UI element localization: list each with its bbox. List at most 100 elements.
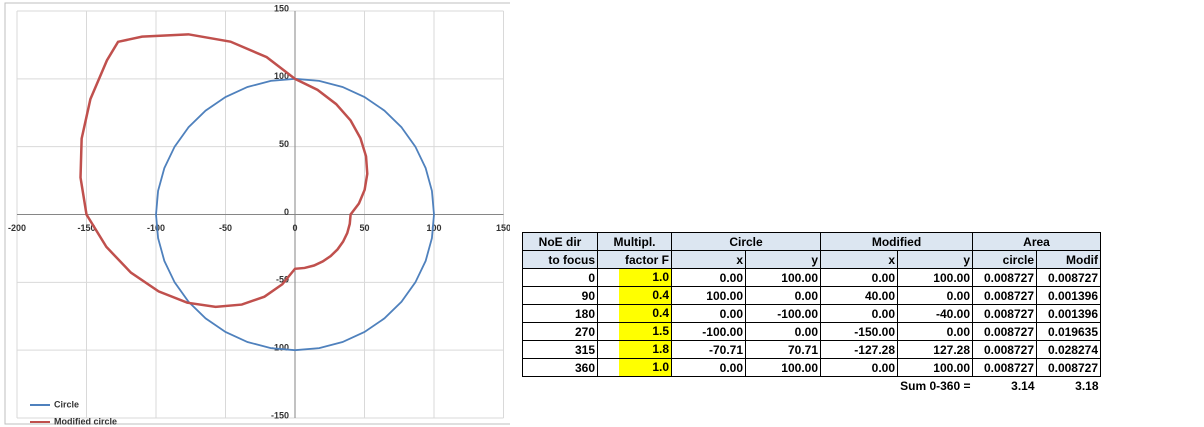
header-cell: factor F bbox=[597, 250, 672, 269]
factor-value: 1.0 bbox=[619, 359, 671, 376]
series-line bbox=[79, 33, 369, 309]
header-cell: y bbox=[897, 250, 973, 269]
header-cell: to focus bbox=[522, 250, 598, 269]
x-tick-label: 50 bbox=[359, 223, 369, 233]
table-cell: 100.00 bbox=[745, 268, 821, 287]
sum-label: Sum 0-360 = bbox=[900, 378, 971, 393]
table-cell: 0.008727 bbox=[972, 340, 1037, 359]
chart: -200 -150 -100 -50 0 50 100 150 -150 -100 -50 0 50 10… bbox=[4, 2, 510, 426]
table-cell: 0.00 bbox=[897, 286, 973, 305]
header-cell: x bbox=[671, 250, 746, 269]
table-cell: 100.00 bbox=[897, 268, 973, 287]
series-line bbox=[155, 77, 435, 352]
y-tick-label: 100 bbox=[274, 71, 289, 81]
table-cell: 0.001396 bbox=[1036, 286, 1101, 305]
sum-row: Sum 0-360 = 3.14 3.18 bbox=[523, 377, 1101, 395]
table-cell: 0.019635 bbox=[1036, 322, 1101, 341]
table-cell: 0.00 bbox=[820, 304, 898, 323]
table-cell: 100.00 bbox=[745, 358, 821, 377]
table-cell: 0.00 bbox=[671, 304, 746, 323]
y-tick-label: 150 bbox=[274, 3, 289, 13]
factor-value: 0.4 bbox=[619, 305, 671, 322]
table-cell: 0.008727 bbox=[972, 268, 1037, 287]
table-row: 180 0.4 0.00 -100.00 0.00 -40.00 0.008727 0.001… bbox=[522, 304, 1101, 323]
x-tick-label: -200 bbox=[8, 223, 26, 233]
table-cell: -100.00 bbox=[745, 304, 821, 323]
table-cell: 100.00 bbox=[897, 358, 973, 377]
x-tick-label: -100 bbox=[147, 223, 165, 233]
table-cell: 0.00 bbox=[897, 322, 973, 341]
table-cell: 100.00 bbox=[671, 286, 746, 305]
x-tick-label: -50 bbox=[219, 223, 232, 233]
table-row: 315 1.8 -70.71 70.71 -127.28 127.28 0.008727 0.… bbox=[522, 340, 1101, 359]
header-cell: Multipl. bbox=[597, 232, 672, 251]
data-table: NoE dir Multipl. Circle Modified Area to… bbox=[522, 232, 1101, 394]
table-cell: -100.00 bbox=[671, 322, 746, 341]
table-cell: 360 bbox=[522, 358, 598, 377]
y-tick-label: 0 bbox=[284, 207, 289, 217]
table-cell: 0 bbox=[522, 268, 598, 287]
factor-cell: 1.0 bbox=[597, 268, 672, 287]
table-cell: 0.00 bbox=[820, 358, 898, 377]
table-cell: 40.00 bbox=[820, 286, 898, 305]
header-row: to focus factor F x y x y circle Modif bbox=[522, 250, 1101, 269]
x-tick-label: 0 bbox=[292, 223, 297, 233]
header-cell: x bbox=[820, 250, 898, 269]
header-cell: Modif bbox=[1036, 250, 1101, 269]
y-tick-label: 50 bbox=[279, 139, 289, 149]
header-cell: y bbox=[745, 250, 821, 269]
header-cell: Area bbox=[972, 232, 1101, 251]
x-tick-label: -150 bbox=[77, 223, 95, 233]
factor-value: 1.8 bbox=[619, 341, 671, 358]
table-cell: 0.028274 bbox=[1036, 340, 1101, 359]
table-cell: 315 bbox=[522, 340, 598, 359]
table-cell: -40.00 bbox=[897, 304, 973, 323]
table-cell: 0.00 bbox=[820, 268, 898, 287]
table-cell: 0.00 bbox=[671, 358, 746, 377]
y-tick-label: -100 bbox=[271, 343, 289, 353]
table-row: 270 1.5 -100.00 0.00 -150.00 0.00 0.008727 0.01… bbox=[522, 322, 1101, 341]
header-cell: circle bbox=[972, 250, 1037, 269]
sum-value: 3.18 bbox=[1075, 378, 1099, 393]
y-tick-label: -50 bbox=[276, 275, 289, 285]
table-cell: 0.001396 bbox=[1036, 304, 1101, 323]
table-cell: 0.008727 bbox=[972, 322, 1037, 341]
table-row: 90 0.4 100.00 0.00 40.00 0.00 0.008727 0.001396 bbox=[522, 286, 1101, 305]
sum-value: 3.14 bbox=[1011, 378, 1035, 393]
x-tick-label: 100 bbox=[426, 223, 441, 233]
table-row: 0 1.0 0.00 100.00 0.00 100.00 0.008727 0.008727 bbox=[522, 268, 1101, 287]
factor-value: 1.5 bbox=[619, 323, 671, 340]
factor-value: 1.0 bbox=[619, 269, 671, 286]
table-cell: 0.008727 bbox=[972, 286, 1037, 305]
table-cell: -70.71 bbox=[671, 340, 746, 359]
chart-frame bbox=[4, 2, 510, 425]
header-cell: NoE dir bbox=[522, 232, 598, 251]
table-cell: 0.00 bbox=[745, 286, 821, 305]
y-tick-label: -150 bbox=[271, 410, 289, 420]
factor-cell: 1.5 bbox=[597, 322, 672, 341]
table-cell: 127.28 bbox=[897, 340, 973, 359]
table-cell: 0.008727 bbox=[1036, 358, 1101, 377]
table-cell: 90 bbox=[522, 286, 598, 305]
table-cell: 270 bbox=[522, 322, 598, 341]
table-cell: 0.00 bbox=[671, 268, 746, 287]
header-cell: Circle bbox=[671, 232, 821, 251]
factor-cell: 0.4 bbox=[597, 304, 672, 323]
table-cell: -127.28 bbox=[820, 340, 898, 359]
legend-label: Modified circle bbox=[54, 416, 117, 426]
table-cell: 0.008727 bbox=[972, 358, 1037, 377]
table-cell: 180 bbox=[522, 304, 598, 323]
table-cell: -150.00 bbox=[820, 322, 898, 341]
table-row: 360 1.0 0.00 100.00 0.00 100.00 0.008727 0.0087… bbox=[522, 358, 1101, 377]
header-row: NoE dir Multipl. Circle Modified Area bbox=[522, 232, 1101, 251]
legend-label: Circle bbox=[54, 399, 79, 409]
factor-cell: 0.4 bbox=[597, 286, 672, 305]
table-cell: 70.71 bbox=[745, 340, 821, 359]
table-cell: 0.00 bbox=[745, 322, 821, 341]
factor-value: 0.4 bbox=[619, 287, 671, 304]
table-cell: 0.008727 bbox=[972, 304, 1037, 323]
table-cell: 0.008727 bbox=[1036, 268, 1101, 287]
factor-cell: 1.0 bbox=[597, 358, 672, 377]
x-tick-label: 150 bbox=[496, 223, 510, 233]
